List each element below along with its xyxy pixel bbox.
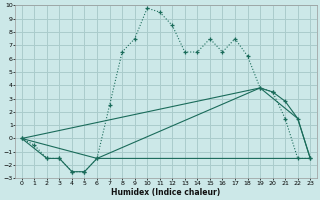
X-axis label: Humidex (Indice chaleur): Humidex (Indice chaleur) (111, 188, 220, 197)
